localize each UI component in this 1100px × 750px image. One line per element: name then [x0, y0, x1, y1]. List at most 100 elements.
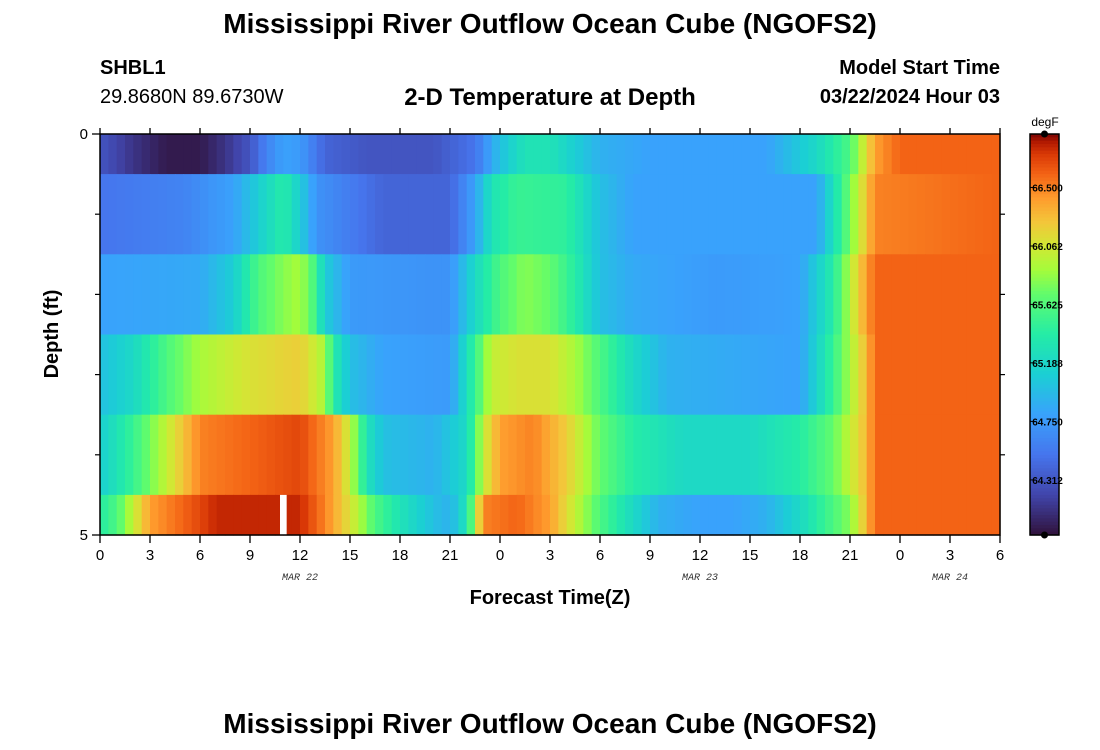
heatmap-cell	[283, 414, 293, 496]
x-tick-label: 3	[946, 547, 954, 564]
colorbar-segment	[1030, 220, 1059, 225]
heatmap-cell	[958, 414, 968, 496]
colorbar-segment	[1030, 180, 1059, 185]
heatmap-cell	[533, 174, 543, 255]
colorbar-segment	[1030, 331, 1059, 336]
heatmap-cell	[700, 134, 709, 175]
heatmap-cell	[550, 414, 559, 496]
heatmap-cell	[441, 414, 451, 496]
heatmap-cell	[491, 494, 501, 536]
heatmap-cell	[458, 414, 468, 496]
heatmap-cell	[750, 334, 759, 416]
heatmap-cell	[433, 494, 443, 536]
heatmap-cell	[533, 134, 543, 175]
heatmap-cell	[800, 254, 809, 336]
heatmap-cell	[950, 174, 959, 255]
heatmap-cell	[433, 174, 443, 255]
heatmap-cell	[675, 494, 684, 536]
heatmap-cell	[941, 254, 951, 336]
heatmap-cell	[491, 174, 501, 255]
x-tick-label: 15	[342, 547, 359, 564]
heatmap-cell	[216, 334, 226, 416]
heatmap-cell	[800, 334, 809, 416]
heatmap-cell	[250, 254, 259, 336]
heatmap-cell	[483, 134, 493, 175]
heatmap-cell	[908, 334, 918, 416]
heatmap-cell	[566, 254, 576, 336]
colorbar-segment	[1030, 234, 1059, 239]
heatmap-cell	[450, 494, 459, 536]
colorbar-segment	[1030, 401, 1059, 406]
heatmap-cell	[616, 494, 626, 536]
heatmap-cell	[708, 334, 718, 416]
heatmap-cell	[341, 494, 351, 536]
heatmap-cell	[333, 254, 343, 336]
heatmap-cell	[408, 254, 418, 336]
heatmap-cell	[391, 174, 401, 255]
colorbar-segment	[1030, 511, 1059, 516]
colorbar-segment	[1030, 468, 1059, 473]
heatmap-cell	[683, 254, 693, 336]
heatmap-cell	[350, 254, 359, 336]
heatmap-cell	[833, 254, 843, 336]
heatmap-cell	[583, 174, 593, 255]
colorbar-segment	[1030, 167, 1059, 172]
heatmap-cell	[733, 174, 743, 255]
heatmap-cell	[333, 334, 343, 416]
heatmap-cell	[583, 254, 593, 336]
colorbar-segment	[1030, 177, 1059, 182]
colorbar-segment	[1030, 227, 1059, 232]
heatmap-cell	[208, 414, 218, 496]
heatmap-cell	[675, 334, 684, 416]
heatmap-cell	[716, 494, 726, 536]
colorbar-tick-label: 64.750	[1032, 417, 1063, 428]
heatmap-cell	[850, 254, 859, 336]
heatmap-cell	[991, 134, 1001, 175]
heatmap-cell	[466, 254, 476, 336]
colorbar-segment	[1030, 314, 1059, 319]
heatmap-cell	[891, 254, 901, 336]
colorbar-segment	[1030, 144, 1059, 148]
colorbar-segment	[1030, 170, 1059, 175]
missing-data-gap-rect	[280, 494, 287, 535]
heatmap-cell	[233, 494, 243, 536]
heatmap-cell	[375, 414, 384, 496]
date-label: MAR 24	[932, 573, 968, 584]
heatmap-cell	[966, 494, 976, 536]
heatmap-cell	[733, 414, 743, 496]
heatmap-cell	[983, 334, 993, 416]
colorbar-segment	[1030, 431, 1059, 436]
colorbar-segment	[1030, 260, 1059, 265]
heatmap-cell	[133, 334, 143, 416]
heatmap-cell	[125, 334, 134, 416]
colorbar-segment	[1030, 274, 1059, 279]
heatmap-cell	[241, 494, 251, 536]
heatmap-cell	[591, 414, 601, 496]
colorbar-segment	[1030, 291, 1059, 295]
heatmap-cell	[383, 334, 393, 416]
date-label: MAR 23	[682, 573, 718, 584]
heatmap-cell	[708, 174, 718, 255]
heatmap-cell	[258, 134, 268, 175]
heatmap-cell	[225, 414, 234, 496]
heatmap-cell	[125, 494, 134, 536]
heatmap-cell	[266, 174, 276, 255]
heatmap-cell	[241, 134, 251, 175]
heatmap-cell	[175, 414, 184, 496]
heatmap-cell	[150, 414, 159, 496]
heatmap-cell	[600, 334, 609, 416]
x-tick-label: 21	[442, 547, 459, 564]
colorbar-segment	[1030, 474, 1059, 479]
heatmap-cell	[625, 494, 634, 536]
heatmap-cell	[325, 254, 334, 336]
heatmap-cell	[750, 414, 759, 496]
heatmap-cell	[558, 134, 568, 175]
heatmap-cell	[525, 254, 534, 336]
model-start-label: Model Start Time	[839, 57, 1000, 79]
colorbar-segment	[1030, 428, 1059, 433]
x-tick-label: 0	[896, 547, 904, 564]
heatmap-cell	[600, 174, 609, 255]
heatmap-cell	[541, 494, 551, 536]
heatmap-cell	[875, 254, 884, 336]
